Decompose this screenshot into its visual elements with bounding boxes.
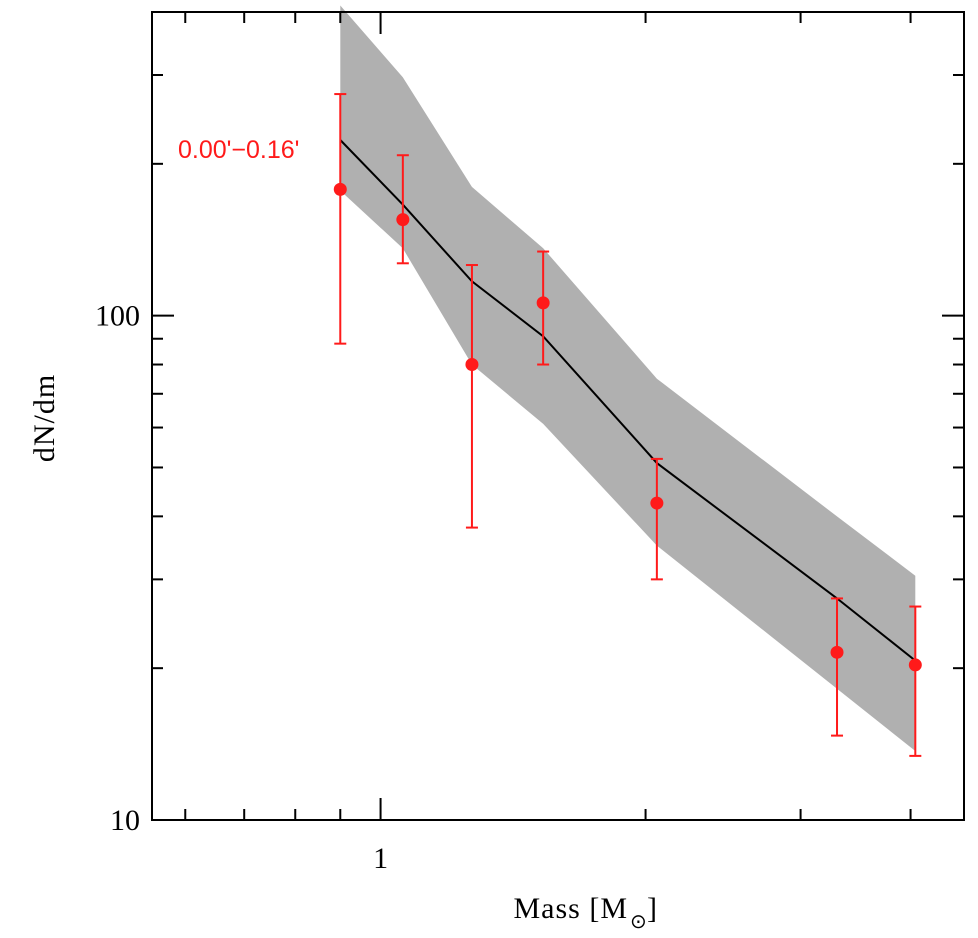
data-point xyxy=(465,358,479,372)
data-point xyxy=(830,645,844,659)
tick-labels-layer: 1 10 100 xyxy=(95,300,388,875)
y-tick-label: 100 xyxy=(95,300,140,333)
data-point xyxy=(908,658,922,672)
data-point xyxy=(396,213,410,227)
x-axis-title-close: ] xyxy=(647,892,658,925)
model-uncertainty-band-layer xyxy=(340,5,916,751)
x-tick-label: 1 xyxy=(373,842,388,875)
data-point xyxy=(650,496,664,510)
model-uncertainty-band xyxy=(340,5,916,751)
x-axis-title-text: Mass [M xyxy=(513,892,628,925)
y-axis-title: dN/dm xyxy=(28,374,61,462)
data-point xyxy=(536,296,550,310)
x-axis-solar-symbol: ⊙ xyxy=(630,911,648,933)
plot-frame xyxy=(151,11,965,821)
y-tick-label: 10 xyxy=(110,804,140,837)
data-point xyxy=(333,182,347,196)
x-axis-title: Mass [M ⊙ ] xyxy=(513,892,658,933)
axis-ticks-layer xyxy=(152,11,964,821)
data-points-layer xyxy=(333,93,922,757)
radius-annotation: 0.00'−0.16' xyxy=(178,136,299,164)
